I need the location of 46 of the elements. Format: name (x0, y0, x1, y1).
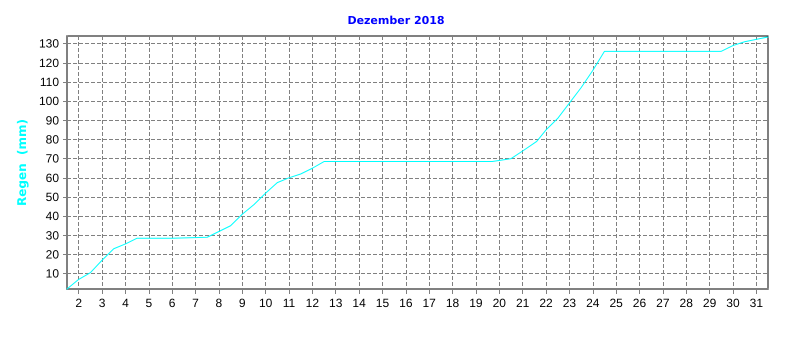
y-tick-label: 110 (40, 75, 60, 89)
x-tick-label: 17 (422, 296, 436, 310)
x-tick-label: 13 (329, 296, 343, 310)
x-tick-label: 15 (376, 296, 390, 310)
x-tick-label: 8 (216, 296, 223, 310)
y-tick-label: 130 (38, 36, 60, 51)
x-tick-label: 7 (192, 296, 200, 310)
x-tick-label: 28 (680, 296, 694, 310)
y-tick-label: 20 (46, 248, 60, 262)
x-tick-label: 12 (306, 296, 320, 310)
y-tick-label: 10 (46, 266, 60, 281)
x-tick-label: 22 (539, 296, 554, 310)
x-tick-label: 5 (145, 296, 152, 310)
x-tick-label: 20 (492, 296, 506, 310)
x-tick-label: 27 (656, 296, 670, 310)
y-axis-title: Regen (mm) (15, 119, 30, 206)
y-tick-label: 50 (46, 190, 60, 204)
x-tick-label: 26 (632, 296, 646, 310)
y-tick-label: 60 (46, 170, 60, 185)
y-tick-label: 80 (46, 132, 60, 146)
x-tick-label: 3 (98, 296, 106, 310)
x-tick-label: 4 (122, 296, 130, 310)
y-tick-label: 90 (46, 113, 60, 128)
x-tick-label: 11 (282, 296, 296, 310)
x-tick-label: 18 (446, 296, 460, 310)
line-series (66, 36, 768, 290)
x-tick-label: 9 (238, 296, 246, 310)
x-tick-label: 25 (609, 296, 624, 310)
y-tick-label: 40 (46, 209, 60, 224)
y-tick-label: 120 (38, 56, 60, 70)
x-tick-label: 24 (586, 296, 600, 310)
y-tick-label: 30 (46, 228, 60, 242)
y-tick-label: 70 (46, 152, 60, 166)
x-tick-label: 6 (168, 296, 176, 310)
x-tick-label: 10 (258, 296, 273, 310)
x-tick-label: 31 (750, 296, 764, 310)
x-tick-label: 14 (352, 296, 366, 310)
x-tick-label: 16 (399, 296, 413, 310)
y-tick-label: 100 (38, 94, 60, 108)
chart-title: Dezember 2018 (347, 14, 445, 27)
x-tick-label: 19 (469, 296, 483, 310)
x-tick-label: 29 (702, 296, 717, 310)
x-tick-label: 21 (516, 296, 530, 310)
x-tick-label: 2 (75, 296, 82, 310)
x-tick-label: 30 (726, 296, 740, 310)
x-tick-label: 23 (562, 296, 576, 310)
